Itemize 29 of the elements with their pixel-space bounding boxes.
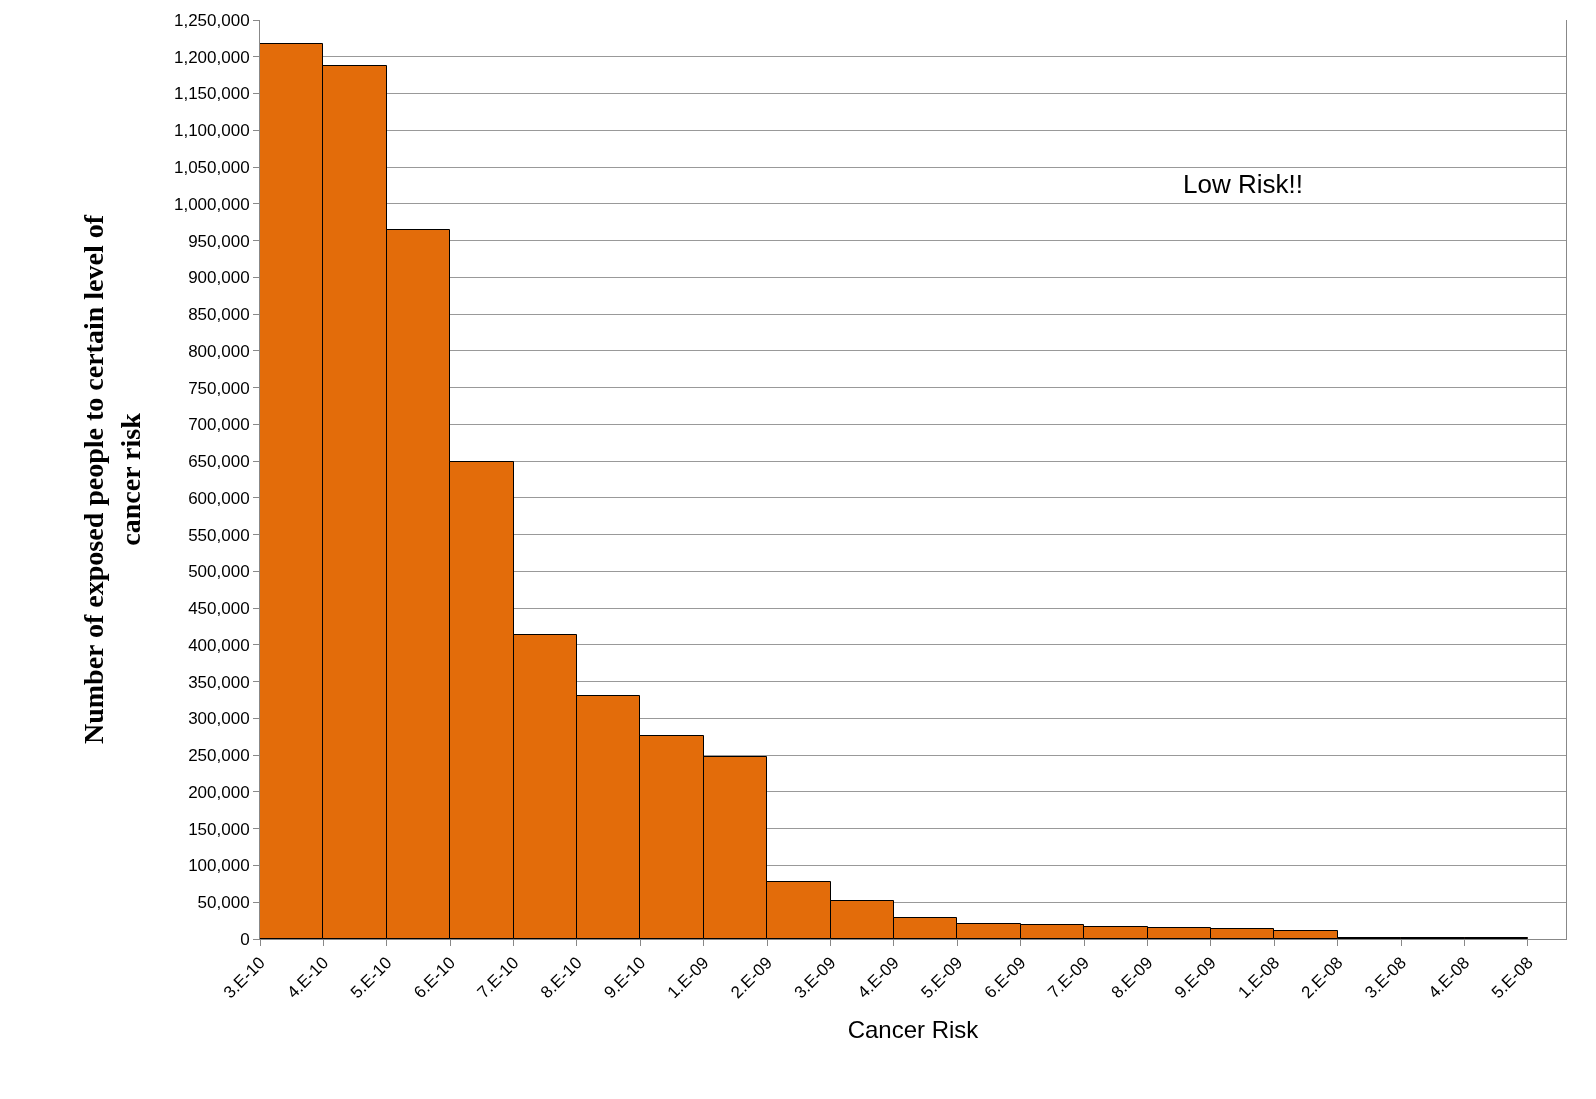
y-tick-label: 1,150,000 — [173, 84, 250, 104]
y-tick-label: 200,000 — [188, 782, 250, 802]
y-tick-label: 700,000 — [188, 415, 250, 435]
y-tick-label: 400,000 — [188, 635, 250, 655]
annotation: Low Risk!! — [1183, 169, 1303, 199]
y-tick-label: 1,250,000 — [173, 10, 250, 30]
y-tick-label: 350,000 — [188, 672, 250, 692]
y-tick-label: 100,000 — [188, 856, 250, 876]
y-tick-label: 1,200,000 — [173, 47, 250, 67]
y-axis-title: Number of exposed people to certain level of cancer risk — [78, 214, 146, 745]
y-tick-label: 950,000 — [188, 231, 250, 251]
y-tick-label: 250,000 — [188, 746, 250, 766]
y-tick-label: 450,000 — [188, 599, 250, 619]
y-tick-label: 1,050,000 — [173, 157, 250, 177]
y-tick-label: 600,000 — [188, 488, 250, 508]
y-tick-label: 1,100,000 — [173, 121, 250, 141]
y-tick-label: 500,000 — [188, 562, 250, 582]
y-tick-label: 1,000,000 — [173, 194, 250, 214]
y-tick-label: 300,000 — [188, 709, 250, 729]
y-tick-label: 150,000 — [188, 819, 250, 839]
y-tick-label: 550,000 — [188, 525, 250, 545]
y-tick-label: 650,000 — [188, 452, 250, 472]
x-axis-title: Cancer Risk — [847, 1016, 980, 1044]
y-tick-label: 0 — [240, 929, 250, 949]
y-tick-label: 750,000 — [188, 378, 250, 398]
y-tick-label: 50,000 — [197, 893, 250, 913]
y-tick-label: 800,000 — [188, 341, 250, 361]
y-tick-label: 900,000 — [188, 268, 250, 288]
y-tick-label: 850,000 — [188, 305, 250, 325]
